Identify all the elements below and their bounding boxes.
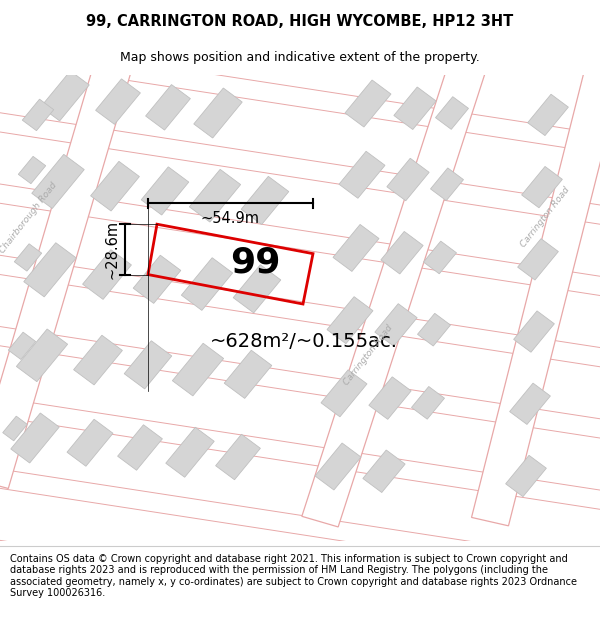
Polygon shape <box>224 350 272 398</box>
Polygon shape <box>146 84 190 130</box>
Polygon shape <box>24 242 76 297</box>
Polygon shape <box>0 4 148 489</box>
Polygon shape <box>412 386 445 419</box>
Polygon shape <box>172 343 224 396</box>
Polygon shape <box>333 224 379 271</box>
Polygon shape <box>363 450 405 493</box>
Polygon shape <box>0 251 600 374</box>
Polygon shape <box>233 265 281 313</box>
Polygon shape <box>124 341 172 389</box>
Polygon shape <box>91 161 139 211</box>
Polygon shape <box>394 87 436 129</box>
Polygon shape <box>321 370 367 417</box>
Polygon shape <box>369 377 411 419</box>
Polygon shape <box>518 239 559 280</box>
Text: Carrington Road: Carrington Road <box>342 324 394 388</box>
Polygon shape <box>327 297 373 344</box>
Polygon shape <box>3 416 27 441</box>
Polygon shape <box>521 166 562 208</box>
Polygon shape <box>0 465 600 588</box>
Polygon shape <box>527 94 568 136</box>
Polygon shape <box>118 425 163 470</box>
Text: Contains OS data © Crown copyright and database right 2021. This information is : Contains OS data © Crown copyright and d… <box>10 554 577 598</box>
Polygon shape <box>32 154 84 209</box>
Polygon shape <box>387 158 429 201</box>
Polygon shape <box>436 97 469 129</box>
Text: 99: 99 <box>230 245 280 279</box>
Polygon shape <box>302 22 498 527</box>
Polygon shape <box>431 168 463 201</box>
Polygon shape <box>19 156 46 184</box>
Polygon shape <box>418 313 451 346</box>
Text: ~628m²/~0.155ac.: ~628m²/~0.155ac. <box>210 332 398 351</box>
Polygon shape <box>345 80 391 127</box>
Text: Map shows position and indicative extent of the property.: Map shows position and indicative extent… <box>120 51 480 64</box>
Polygon shape <box>0 394 600 517</box>
Polygon shape <box>133 255 181 303</box>
Polygon shape <box>41 71 89 121</box>
Polygon shape <box>141 167 189 215</box>
Polygon shape <box>190 169 241 222</box>
Polygon shape <box>67 419 113 466</box>
Polygon shape <box>181 258 233 311</box>
Polygon shape <box>241 176 289 224</box>
Polygon shape <box>22 99 54 131</box>
Text: Carrington Road: Carrington Road <box>519 186 571 249</box>
Polygon shape <box>95 79 140 124</box>
Polygon shape <box>0 108 600 232</box>
Polygon shape <box>0 322 600 446</box>
Polygon shape <box>83 250 131 299</box>
Polygon shape <box>0 536 600 625</box>
Polygon shape <box>8 332 35 359</box>
Polygon shape <box>0 179 600 303</box>
Text: ~28.6m: ~28.6m <box>105 220 120 279</box>
Polygon shape <box>11 413 59 463</box>
Polygon shape <box>472 42 600 526</box>
Polygon shape <box>16 329 68 382</box>
Polygon shape <box>74 335 122 385</box>
Polygon shape <box>381 231 423 274</box>
Polygon shape <box>509 383 550 424</box>
Polygon shape <box>339 151 385 198</box>
Polygon shape <box>215 434 260 480</box>
Polygon shape <box>375 304 417 346</box>
Polygon shape <box>514 311 554 352</box>
Text: Chairborough Road: Chairborough Road <box>0 181 58 255</box>
Polygon shape <box>506 456 547 497</box>
Text: ~54.9m: ~54.9m <box>201 211 260 226</box>
Polygon shape <box>0 37 600 161</box>
Polygon shape <box>166 428 214 478</box>
Text: 99, CARRINGTON ROAD, HIGH WYCOMBE, HP12 3HT: 99, CARRINGTON ROAD, HIGH WYCOMBE, HP12 … <box>86 14 514 29</box>
Polygon shape <box>315 443 361 490</box>
Polygon shape <box>424 241 457 274</box>
Polygon shape <box>14 244 41 271</box>
Polygon shape <box>194 88 242 138</box>
